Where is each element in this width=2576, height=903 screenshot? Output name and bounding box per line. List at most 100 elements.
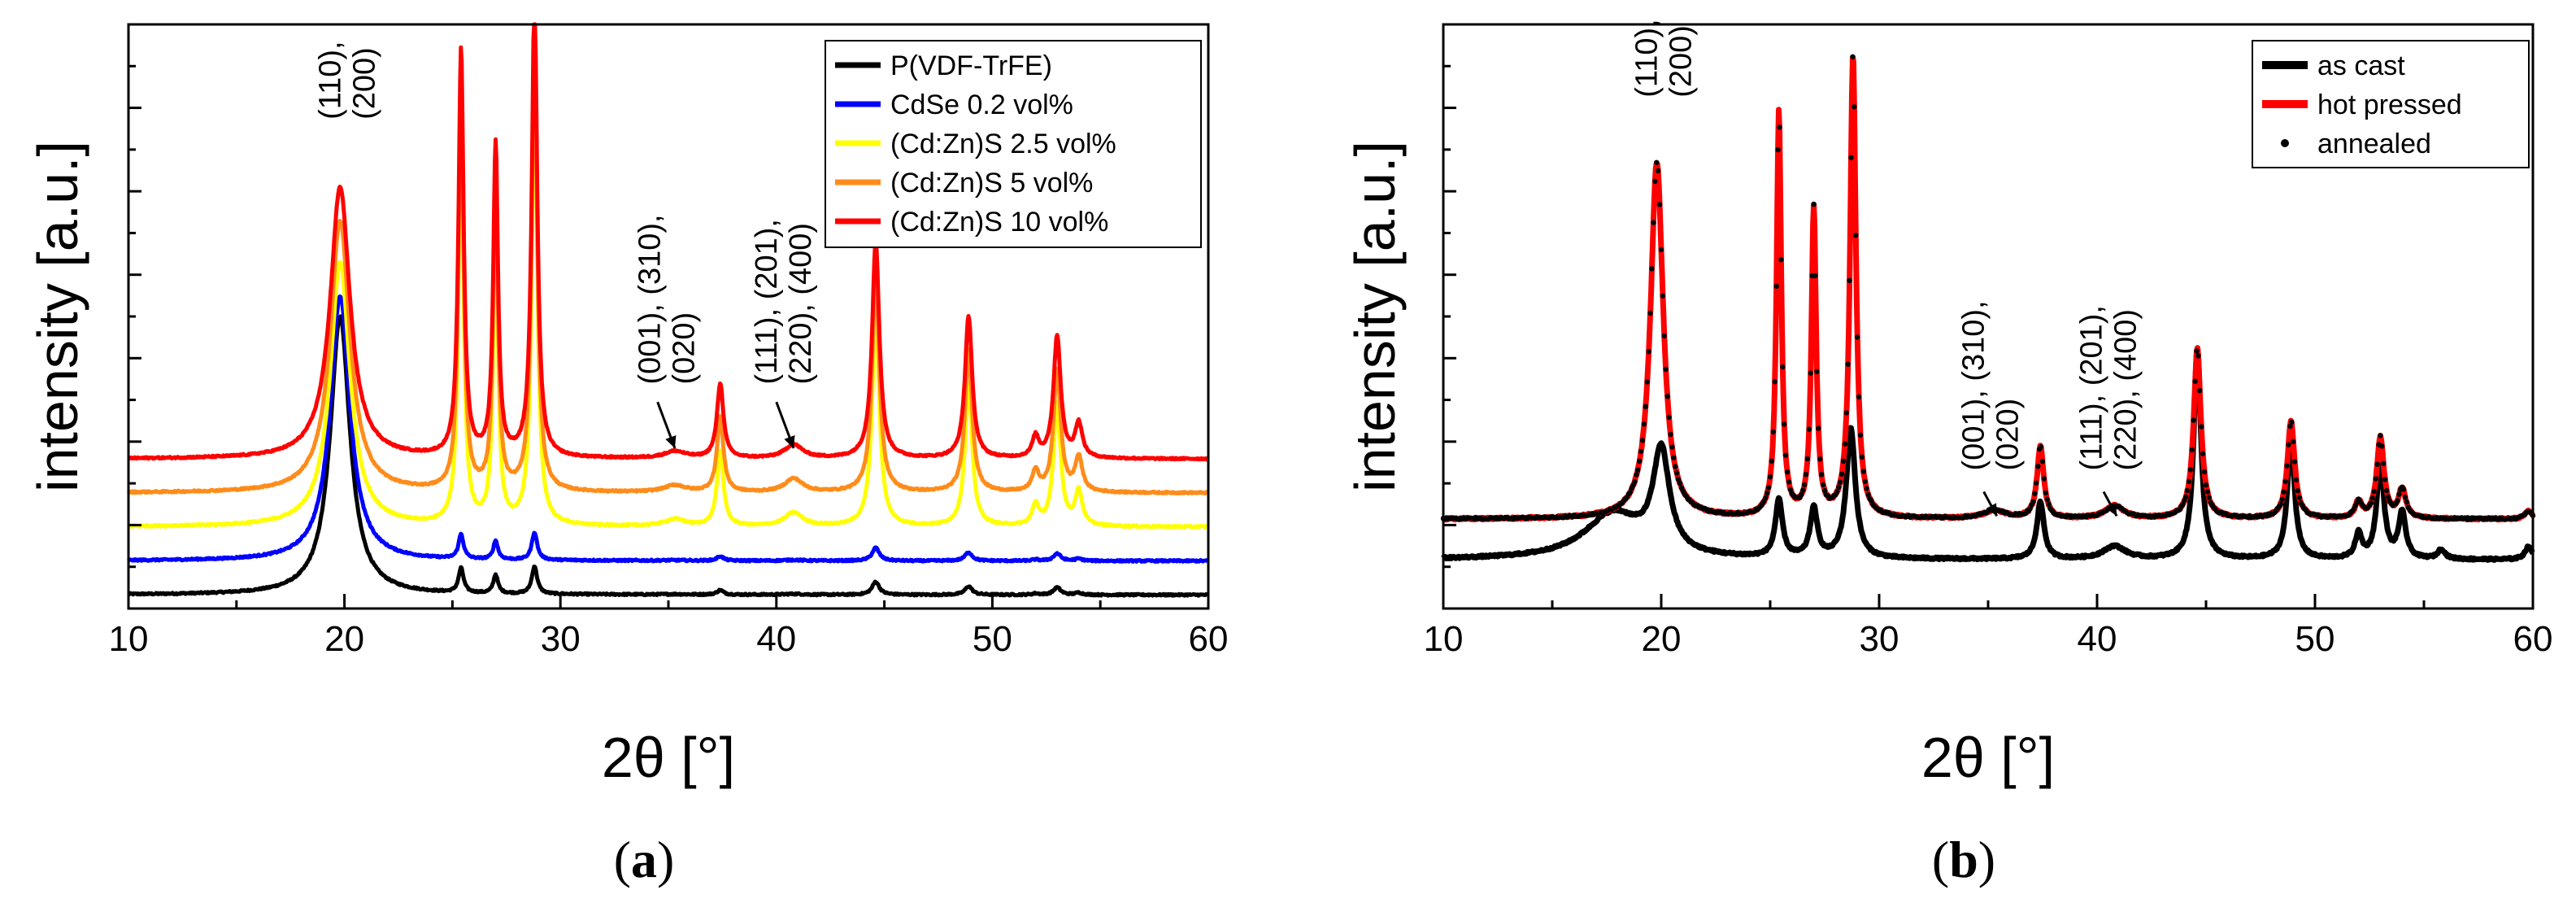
- panel-b-y-axis-title: intensity [a.u.]: [1343, 141, 1407, 492]
- panel-b-annealed-point: [2206, 495, 2212, 500]
- panel-b-annealed-point: [1806, 426, 1812, 432]
- panel-b-annotations: (110),(200) (001), (310),(020) (111), (201…: [1630, 19, 2143, 517]
- panel-b-arrow-head: [1986, 503, 1997, 517]
- panel-b-annealed-point: [1811, 201, 1817, 207]
- panel-b-annealed-point: [1656, 168, 1661, 173]
- panel-b-annealed-point: [1862, 478, 1868, 485]
- panel-b-x-tick-label: 20: [1642, 619, 1682, 659]
- panel-b-annealed-point: [1837, 479, 1843, 485]
- panel-a-annotations: (110),(200) (001), (310),(020) (111), (201…: [313, 41, 818, 449]
- panel-a-label-open: (: [614, 831, 631, 888]
- panel-b-annealed-point: [1843, 410, 1849, 416]
- panel-b-annealed-point: [1819, 472, 1825, 478]
- panel-a-axes: 10 20 30 40 50 60: [109, 23, 1229, 659]
- panel-a-label: (a): [614, 831, 675, 888]
- panel-b-annealed-point: [2186, 478, 2192, 485]
- panel-b-annealed-point: [1786, 479, 1792, 485]
- panel-a-label-letter: a: [631, 831, 657, 888]
- panel-b-annealed-point: [1635, 467, 1641, 473]
- panel-b-annealed-point: [2369, 495, 2375, 501]
- panel-b-annealed-point: [1782, 452, 1789, 458]
- panel-b-annealed-point: [2291, 459, 2298, 465]
- panel-b-annotation-line: (111), (201),: [2074, 305, 2108, 470]
- panel-b-annealed-point: [1639, 438, 1646, 443]
- panel-a-arrow-head: [784, 435, 795, 448]
- panel-b-annealed-point: [1638, 448, 1644, 455]
- panel-b-annealed-point: [1777, 124, 1782, 130]
- panel-b-annealed-point: [1778, 257, 1784, 263]
- panel-a-series-3: [126, 29, 1210, 495]
- panel-b-annotation-line: (220), (400): [2108, 309, 2143, 471]
- panel-a-plot-area: [126, 22, 1210, 598]
- panel-b-annotation-line: (110),: [1630, 19, 1664, 97]
- panel-b-annealed-point: [1814, 369, 1820, 374]
- panel-b-annealed-point: [1646, 349, 1651, 355]
- panel-a-annotation-line: (110),: [313, 41, 347, 119]
- panel-b-annealed-point: [2286, 442, 2291, 447]
- panel-b-annealed-point: [1773, 283, 1779, 290]
- panel-a-series-4: [127, 22, 1210, 462]
- panel-b-annealed-point: [1864, 486, 1869, 491]
- panel-b-annotation-line: (001), (310),: [1957, 300, 1991, 470]
- panel-b-annealed-point: [1763, 495, 1769, 501]
- panel-b-annealed-point: [1847, 277, 1852, 284]
- panel-b-annealed-point: [2395, 498, 2400, 504]
- panel-b-annotation-b-111: (111), (201),(220), (400): [2074, 305, 2143, 470]
- panel-b-annealed-point: [1770, 429, 1776, 435]
- panel-b-legend-label: hot pressed: [2317, 89, 2462, 120]
- panel-b-annealed-point: [2046, 501, 2052, 507]
- panel-a-arrow-head: [665, 435, 677, 448]
- panel-b-annealed-point: [1632, 478, 1638, 485]
- panel-b-annealed-point: [1658, 246, 1664, 253]
- panel-b-x-tick-label: 50: [2295, 619, 2335, 659]
- panel-b-series-as-cast: [1441, 345, 2535, 563]
- panel-a-label-close: ): [657, 831, 674, 888]
- panel-b-label-open: (: [1932, 831, 1949, 888]
- panel-a-series-1: [127, 294, 1210, 564]
- panel-b-annealed-point: [1671, 455, 1677, 460]
- panel-b-annealed-point: [2371, 488, 2377, 495]
- panel-b-legend-label: as cast: [2317, 50, 2405, 81]
- panel-b-label-close: ): [1978, 831, 1995, 888]
- panel-b-annealed-point: [1859, 454, 1865, 460]
- panel-b-annealed-point: [2279, 496, 2285, 502]
- panel-b-annealed-point: [2296, 495, 2303, 500]
- panel-a-annotation-line: (200): [347, 47, 381, 120]
- panel-b-annealed-point: [2284, 463, 2290, 469]
- panel-a-x-tick-label: 20: [324, 619, 364, 659]
- panel-b-annealed-point: [2182, 494, 2189, 499]
- panel-b-annotation-line: (200): [1664, 25, 1699, 98]
- panel-a-y-axis-title: intensity [a.u.]: [26, 141, 89, 492]
- panel-b-annealed-point: [2032, 491, 2038, 496]
- panel-b-x-tick-label: 10: [1424, 619, 1464, 659]
- panel-b-annealed-point: [2184, 487, 2191, 494]
- panel-b-label-letter: b: [1949, 831, 1978, 888]
- panel-b-annealed-point: [1656, 202, 1663, 207]
- panel-b-annealed-point: [2182, 498, 2187, 504]
- panel-b-annealed-point: [1663, 366, 1669, 372]
- panel-b-annealed-point: [1857, 432, 1864, 438]
- panel-b-annealed-point: [2041, 476, 2047, 482]
- panel-b-annealed-point: [1647, 310, 1653, 316]
- panel-b-annealed-point: [2368, 500, 2374, 506]
- panel-b-annealed-point: [1808, 370, 1813, 376]
- panel-b-x-tick-label: 60: [2513, 619, 2553, 659]
- panel-b-annealed-point: [1643, 404, 1649, 409]
- panel-b-annealed-point: [1782, 421, 1787, 427]
- panel-a-legend-label: (Cd:Zn)S 2.5 vol%: [890, 129, 1116, 159]
- panel-a-x-tick-label: 60: [1189, 619, 1229, 659]
- panel-b-annealed-point: [1869, 498, 1874, 504]
- panel-b-annealed-point: [1764, 490, 1770, 496]
- panel-a-legend: P(VDF-TrFE) CdSe 0.2 vol% (Cd:Zn)S 2.5 vol…: [825, 40, 1202, 248]
- panel-b-annealed-point: [1856, 394, 1862, 399]
- panel-b-annealed-point: [1845, 361, 1851, 367]
- panel-b-annealed-point: [1838, 471, 1845, 477]
- panel-b-annealed-point: [1669, 444, 1675, 450]
- panel-b-annotation-line: (020): [1991, 399, 2026, 471]
- panel-b-annealed-point: [1677, 480, 1683, 486]
- panel-a-x-axis-title: 2θ [°]: [602, 726, 735, 789]
- panel-b-annealed-point: [2402, 494, 2408, 500]
- panel-b-series-annealed: [1440, 54, 2536, 522]
- panel-b-annealed-point: [1673, 470, 1680, 476]
- panel-a-x-tick-label: 40: [756, 619, 796, 659]
